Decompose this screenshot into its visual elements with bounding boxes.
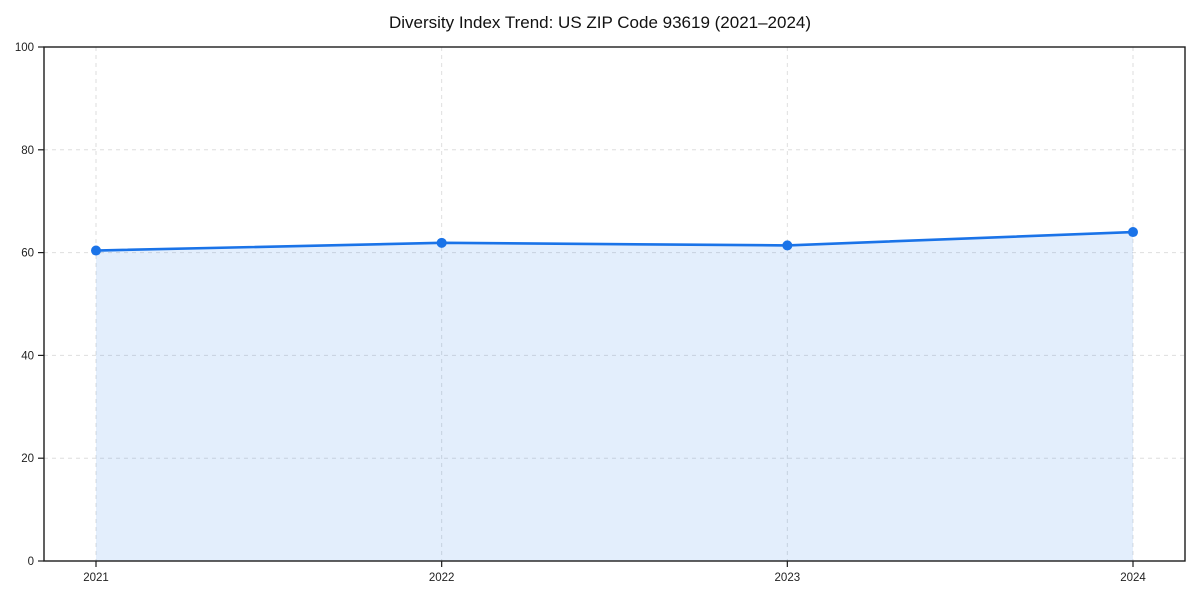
x-tick-label: 2022 bbox=[429, 572, 455, 584]
data-point bbox=[91, 245, 101, 256]
data-point bbox=[782, 240, 793, 251]
trend-line bbox=[94, 230, 1135, 252]
area-fill bbox=[96, 232, 1133, 562]
data-point bbox=[1128, 227, 1138, 238]
x-tick-label: 2024 bbox=[1120, 572, 1146, 584]
y-tick-label: 0 bbox=[28, 556, 34, 568]
x-tick-label: 2021 bbox=[83, 572, 109, 584]
y-tick-label: 100 bbox=[15, 42, 34, 54]
x-tick-label: 2023 bbox=[775, 572, 801, 584]
y-tick-label: 20 bbox=[21, 453, 34, 465]
y-tick-label: 40 bbox=[21, 350, 34, 362]
data-point bbox=[436, 237, 447, 248]
plot-frame bbox=[43, 46, 1186, 562]
chart-title: Diversity Index Trend: US ZIP Code 93619… bbox=[388, 13, 812, 32]
y-tick-label: 60 bbox=[21, 248, 34, 260]
y-tick-label: 80 bbox=[21, 145, 34, 157]
